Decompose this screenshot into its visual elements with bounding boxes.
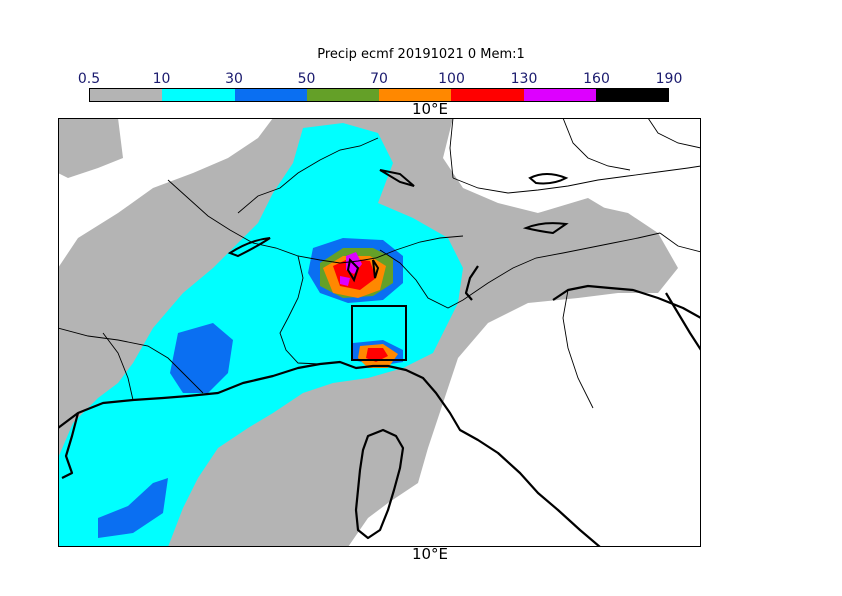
colorbar-tick-label: 160: [583, 71, 610, 87]
country-borders: [58, 118, 701, 409]
precipitation-map: [58, 118, 701, 547]
colorbar-segment: [234, 89, 307, 101]
colorbar-segment: [306, 89, 379, 101]
colorbar-tick-label: 100: [438, 71, 465, 87]
lakes: [227, 169, 569, 283]
colorbar-tick-label: 50: [297, 71, 316, 87]
colorbar-segment: [379, 89, 452, 101]
colorbar-tick-label: 10: [152, 71, 171, 87]
longitude-label-bottom: 10°E: [411, 545, 449, 563]
coastline: [58, 265, 701, 547]
colorbar-tick-label: 70: [370, 71, 388, 87]
colorbar-segment: [451, 89, 524, 101]
colorbar-segment: [90, 89, 163, 101]
colorbar-tick-label: 30: [225, 71, 243, 87]
map-frame: [58, 118, 701, 547]
colorbar: [89, 88, 669, 102]
chart-title: Precip ecmf 20191021 0 Mem:1: [317, 47, 525, 62]
colorbar-segment: [162, 89, 235, 101]
longitude-label-top: 10°E: [411, 100, 449, 118]
colorbar-segment: [595, 89, 668, 101]
colorbar-tick-label: 130: [510, 71, 538, 87]
colorbar-tick-label: 0.5: [77, 71, 101, 87]
colorbar-tick-label: 190: [655, 71, 683, 87]
colorbar-segment: [523, 89, 596, 101]
precip-band-cyan: [58, 123, 463, 547]
focus-box: [351, 305, 407, 361]
